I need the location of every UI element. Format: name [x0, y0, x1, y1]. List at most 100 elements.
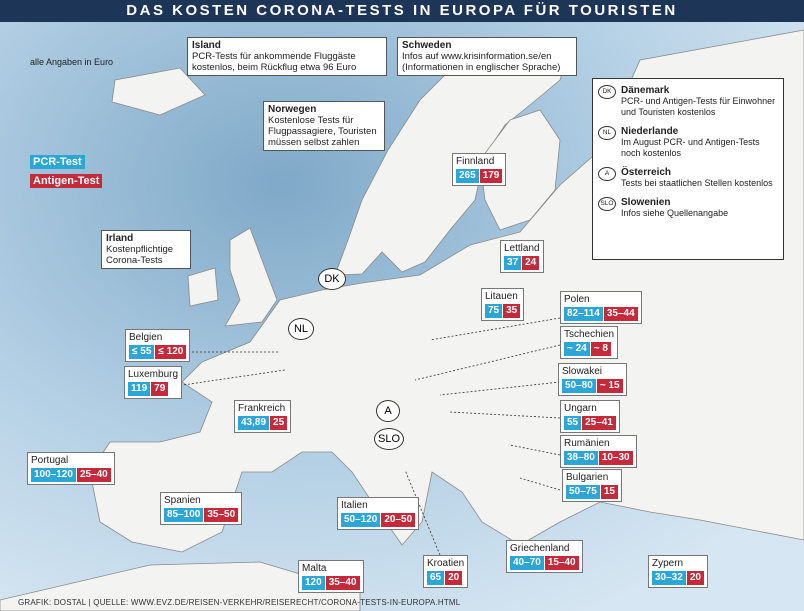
country-values: 65 20 — [427, 571, 464, 585]
country-box: Spanien 85–100 35–50 — [160, 492, 243, 525]
info-box: Irland Kostenpflichtige Corona-Tests — [101, 230, 191, 269]
country-name: Luxemburg — [128, 369, 179, 380]
antigen-price: 10–30 — [598, 451, 633, 465]
country-values: 265 179 — [456, 169, 503, 183]
country-name: Portugal — [31, 455, 69, 466]
country-values: ≤ 55 ≤ 120 — [129, 345, 187, 359]
map-marker: A — [376, 400, 400, 422]
map-marker: SLO — [374, 428, 404, 450]
notes-box: DK Dänemark PCR- und Antigen-Tests für Ein… — [592, 78, 784, 260]
note-line: Infos siehe Quellenangabe — [621, 208, 729, 218]
note-row: A Österreich Tests bei staatlichen Stellen… — [593, 167, 779, 189]
country-values: 50–120 20–50 — [341, 513, 416, 527]
antigen-price: ~ 15 — [596, 379, 623, 393]
leader-line — [414, 344, 561, 381]
info-title: Norwegen — [268, 104, 317, 115]
info-line: Kostenlose Tests für — [268, 115, 354, 126]
country-name: Bulgarien — [566, 472, 609, 483]
antigen-price: 20–50 — [381, 513, 416, 527]
country-values: 40–70 15–40 — [510, 556, 579, 570]
info-line: PCR-Tests für ankommende Fluggäste — [192, 51, 356, 62]
pcr-price: 43,89 — [238, 416, 270, 430]
leader-line — [509, 444, 561, 456]
note-line: noch kostenlos — [621, 148, 682, 158]
country-box: Bulgarien 50–75 15 — [562, 469, 622, 502]
antigen-price: 79 — [151, 382, 169, 396]
country-box: Portugal 100–120 25–40 — [27, 452, 115, 485]
country-values: 82–114 35–44 — [564, 307, 638, 321]
country-box: Griechenland 40–70 15–40 — [506, 540, 583, 573]
antigen-price: 20 — [445, 571, 463, 585]
antigen-price: 179 — [479, 169, 503, 183]
info-line: Infos auf www.krisinformation.se/en — [402, 51, 552, 62]
country-box: Kroatien 65 20 — [423, 555, 469, 588]
legend-pcr: PCR-Test — [30, 155, 85, 169]
pcr-price: 85–100 — [164, 508, 204, 522]
antigen-price: ~ 8 — [590, 342, 611, 356]
note-row: DK Dänemark PCR- und Antigen-Tests für Ein… — [593, 85, 779, 118]
country-values: 43,89 25 — [238, 416, 288, 430]
legend: PCR-Test Antigen-Test — [30, 152, 103, 190]
note-line: Im August PCR- und Antigen-Tests — [621, 137, 760, 147]
pcr-price: 37 — [504, 256, 522, 270]
antigen-price: 35–40 — [325, 576, 360, 590]
note-code: NL — [598, 126, 616, 140]
country-values: 50–75 15 — [566, 485, 618, 499]
info-title: Island — [192, 40, 221, 51]
country-name: Finnland — [456, 156, 495, 167]
country-values: 85–100 35–50 — [164, 508, 239, 522]
pcr-price: ~ 24 — [564, 342, 590, 356]
map-marker: DK — [318, 268, 346, 290]
pcr-price: 120 — [302, 576, 325, 590]
country-name: Malta — [302, 563, 327, 574]
country-box: Frankreich 43,89 25 — [234, 400, 292, 433]
pcr-price: ≤ 55 — [129, 345, 155, 359]
pcr-price: 50–120 — [341, 513, 381, 527]
title: DAS KOSTEN CORONA-TESTS IN EUROPA FÜR TO… — [0, 0, 804, 22]
note-title: Niederlande — [621, 126, 679, 137]
country-box: Italien 50–120 20–50 — [337, 497, 420, 530]
ireland — [187, 267, 219, 307]
country-values: 100–120 25–40 — [31, 468, 111, 482]
pcr-price: 119 — [128, 382, 151, 396]
pcr-price: 75 — [485, 304, 503, 318]
info-box: Norwegen Kostenlose Tests für Flugpassagie… — [263, 101, 385, 151]
country-name: Lettland — [504, 243, 540, 254]
country-name: Litauen — [485, 291, 518, 302]
country-values: 119 79 — [128, 382, 178, 396]
note-title: Slowenien — [621, 197, 671, 208]
antigen-price: 35–44 — [603, 307, 638, 321]
country-box: Litauen 75 35 — [481, 288, 525, 321]
note-line: PCR- und Antigen-Tests für Einwohner — [621, 96, 776, 106]
country-name: Slowakei — [562, 366, 603, 377]
country-name: Polen — [564, 294, 590, 305]
country-values: 38–80 10–30 — [564, 451, 633, 465]
pcr-price: 40–70 — [510, 556, 544, 570]
antigen-price: 35–50 — [204, 508, 239, 522]
note-row: NL Niederlande Im August PCR- und Antigen-… — [593, 126, 779, 159]
leader-line — [519, 477, 561, 491]
leader-line — [404, 469, 441, 556]
country-box: Rumänien 38–80 10–30 — [560, 435, 637, 468]
country-name: Zypern — [652, 558, 684, 569]
country-values: 30–32 20 — [652, 571, 704, 585]
country-values: ~ 24 ~ 8 — [564, 342, 614, 356]
leader-line — [429, 317, 561, 341]
info-line: Kostenpflichtige — [106, 244, 174, 255]
antigen-price: 25 — [270, 416, 288, 430]
country-box: Ungarn 55 25–41 — [560, 400, 620, 433]
info-title: Irland — [106, 233, 134, 244]
country-box: Finnland 265 179 — [452, 153, 507, 186]
pcr-price: 265 — [456, 169, 479, 183]
country-name: Frankreich — [238, 403, 286, 414]
note-code: SLO — [598, 197, 616, 211]
country-box: Belgien ≤ 55 ≤ 120 — [125, 329, 191, 362]
note-row: SLO Slowenien Infos siehe Quellenangabe — [593, 197, 779, 219]
info-line: (Informationen in englischer Sprache) — [402, 62, 561, 73]
note-line: und Touristen kostenlos — [621, 107, 716, 117]
info-line: Corona-Tests — [106, 255, 163, 266]
antigen-price: 15–40 — [544, 556, 579, 570]
map-marker: NL — [288, 318, 314, 340]
country-name: Griechenland — [510, 543, 570, 554]
antigen-price: ≤ 120 — [155, 345, 187, 359]
